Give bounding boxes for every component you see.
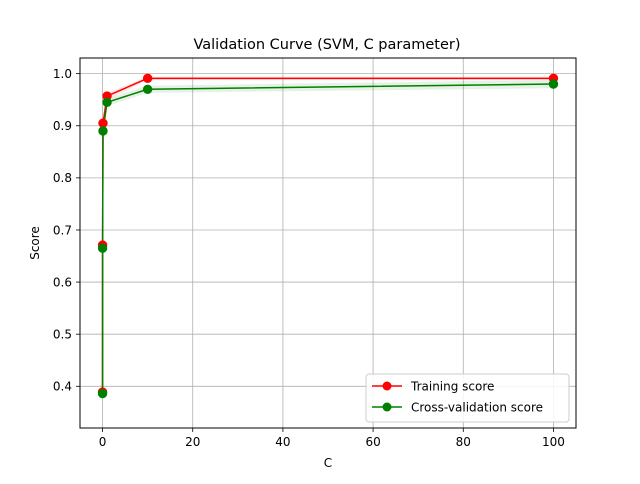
y-tick-label: 0.5 xyxy=(53,327,72,341)
series-line-1 xyxy=(101,83,554,394)
y-tick-label: 0.4 xyxy=(53,380,72,394)
chart-title: Validation Curve (SVM, C parameter) xyxy=(193,37,460,53)
data-point-1 xyxy=(97,388,108,399)
y-tick-label: 0.9 xyxy=(53,119,72,133)
y-tick-label: 0.6 xyxy=(53,275,72,289)
data-point-1 xyxy=(102,97,112,107)
x-tick-label: 20 xyxy=(185,435,200,449)
legend-box xyxy=(365,373,570,423)
data-point-1 xyxy=(548,79,559,89)
x-tick-label: 100 xyxy=(542,435,565,449)
y-tick-label: 0.8 xyxy=(53,171,72,185)
x-axis-label: C xyxy=(324,456,332,470)
legend-marker-cross-validation xyxy=(382,402,392,412)
data-point-1 xyxy=(142,84,153,94)
data-point-1 xyxy=(97,243,108,253)
y-tick-label: 1.0 xyxy=(53,67,72,81)
legend-entry-cross-validation: Cross-validation score xyxy=(372,401,543,415)
x-tick-label: 0 xyxy=(99,435,107,449)
x-axis-ticks: 0 20 40 60 80 100 xyxy=(99,428,565,449)
series-lines xyxy=(101,77,554,394)
legend-entry-training: Training score xyxy=(372,380,494,394)
legend-label-training: Training score xyxy=(410,380,494,394)
data-point-0 xyxy=(142,73,153,84)
y-tick-label: 0.7 xyxy=(53,223,72,237)
data-point-1 xyxy=(98,126,108,136)
legend-marker-training xyxy=(382,381,392,391)
data-point-0 xyxy=(98,118,108,128)
legend-label-cross-validation: Cross-validation score xyxy=(411,401,543,415)
x-tick-label: 60 xyxy=(365,435,380,449)
x-tick-label: 40 xyxy=(275,435,290,449)
legend: Training score Cross-validation score xyxy=(365,373,570,423)
y-axis-label: Score xyxy=(28,226,42,260)
x-tick-label: 80 xyxy=(456,435,471,449)
series-markers xyxy=(97,73,559,399)
y-axis-ticks: 0.4 0.5 0.6 0.7 0.8 0.9 1.0 xyxy=(53,67,80,394)
plot-frame xyxy=(79,57,577,429)
grid-lines xyxy=(80,58,576,428)
